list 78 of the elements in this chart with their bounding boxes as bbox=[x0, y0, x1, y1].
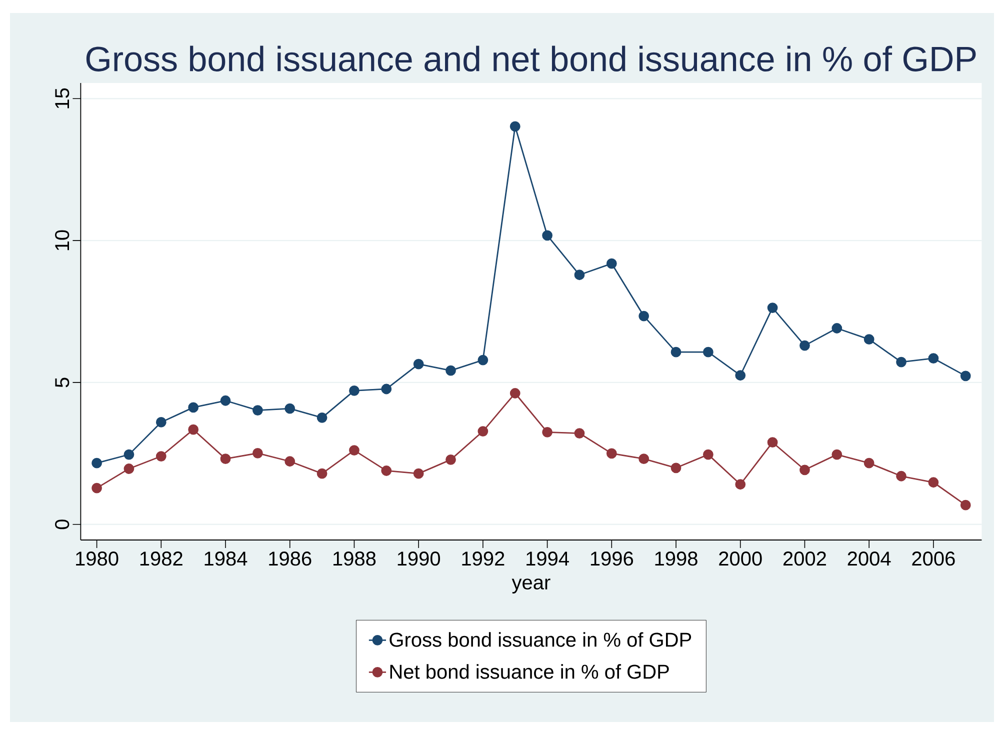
x-tick-label: 1992 bbox=[462, 552, 504, 566]
point bbox=[606, 258, 617, 269]
point bbox=[735, 479, 746, 490]
point bbox=[316, 412, 328, 423]
point bbox=[638, 310, 650, 322]
point bbox=[510, 388, 520, 398]
point bbox=[800, 464, 810, 476]
point bbox=[478, 426, 488, 436]
legend-label: Gross bond issuance in % of GDP bbox=[390, 632, 692, 647]
y-tick-label: 0 bbox=[55, 520, 70, 530]
point bbox=[864, 458, 874, 468]
point bbox=[670, 462, 682, 474]
x-tick-label: 1986 bbox=[269, 552, 312, 566]
point bbox=[574, 270, 585, 280]
point bbox=[928, 353, 939, 364]
point bbox=[220, 395, 231, 406]
x-tick-label: 1984 bbox=[204, 552, 248, 566]
point bbox=[542, 426, 552, 438]
point bbox=[220, 454, 231, 464]
point bbox=[832, 323, 842, 334]
point bbox=[284, 456, 296, 467]
chart-title: Gross bond issuance and net bond issuance in % of GDP bbox=[86, 46, 976, 72]
point bbox=[413, 358, 424, 370]
point bbox=[446, 454, 456, 465]
point bbox=[510, 121, 520, 132]
y-tick-label: 10 bbox=[55, 230, 70, 250]
point bbox=[252, 448, 263, 458]
point bbox=[542, 230, 552, 241]
point bbox=[896, 356, 906, 368]
point bbox=[800, 340, 810, 351]
point bbox=[960, 500, 971, 510]
point bbox=[446, 365, 456, 376]
point bbox=[349, 385, 360, 396]
point bbox=[702, 449, 714, 460]
point bbox=[124, 464, 134, 474]
x-tick-label: 1988 bbox=[333, 552, 376, 566]
x-tick-label: 2002 bbox=[783, 552, 826, 566]
point bbox=[638, 454, 650, 464]
point bbox=[316, 468, 328, 479]
x-tick-label: 1998 bbox=[655, 552, 698, 566]
point bbox=[767, 302, 778, 314]
x-tick-label: 2000 bbox=[719, 552, 762, 566]
point bbox=[124, 449, 134, 460]
point bbox=[606, 448, 617, 459]
y-tick-label: 15 bbox=[55, 88, 70, 108]
point bbox=[188, 424, 199, 435]
point bbox=[735, 370, 746, 381]
point bbox=[156, 451, 166, 462]
point bbox=[381, 384, 392, 394]
x-tick-label: 1994 bbox=[526, 552, 569, 566]
point bbox=[478, 354, 488, 366]
point bbox=[670, 346, 682, 358]
y-tick-label: 5 bbox=[55, 378, 70, 388]
x-tick-label: 1996 bbox=[590, 552, 634, 566]
point bbox=[252, 405, 263, 416]
point bbox=[92, 458, 102, 468]
x-tick-label: 1982 bbox=[140, 552, 182, 566]
point bbox=[284, 403, 296, 414]
point bbox=[413, 468, 424, 479]
point bbox=[928, 477, 939, 488]
point bbox=[188, 402, 199, 413]
x-axis-title: year bbox=[512, 578, 550, 594]
point bbox=[349, 445, 360, 456]
x-tick-label: 1980 bbox=[76, 552, 118, 566]
point bbox=[832, 449, 842, 460]
point bbox=[864, 334, 874, 345]
point bbox=[156, 417, 166, 428]
x-tick-label: 1990 bbox=[398, 552, 440, 566]
x-tick-label: 2004 bbox=[848, 552, 891, 566]
point bbox=[702, 346, 714, 358]
point bbox=[767, 437, 778, 448]
point bbox=[381, 466, 392, 476]
point bbox=[92, 482, 102, 494]
x-tick-label: 2006 bbox=[912, 552, 955, 566]
point bbox=[960, 370, 971, 382]
legend-label: Net bond issuance in % of GDP bbox=[390, 664, 669, 679]
point bbox=[896, 470, 906, 482]
point bbox=[574, 428, 585, 438]
